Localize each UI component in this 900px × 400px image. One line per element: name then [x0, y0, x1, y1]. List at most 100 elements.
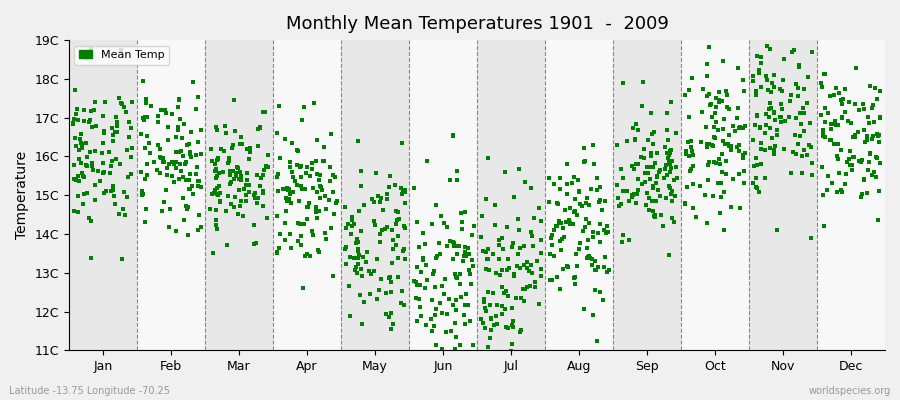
Bar [341, 40, 409, 350]
Point [769, 30, 783, 36]
Point [483, 327, 498, 334]
Point [753, 124, 768, 131]
Point [754, 54, 769, 60]
Point [858, 139, 872, 146]
Point [183, 186, 197, 192]
Point [843, 120, 858, 126]
Point [290, 147, 304, 154]
Point [490, 321, 504, 327]
Point [851, 128, 866, 135]
Point [428, 323, 442, 330]
Point [416, 367, 430, 374]
Point [247, 222, 261, 228]
Point [338, 261, 353, 267]
Point [221, 155, 236, 161]
Point [816, 70, 831, 77]
Point [395, 190, 410, 197]
Point [233, 169, 248, 176]
Point [699, 60, 714, 67]
Point [239, 198, 254, 205]
Point [708, 119, 723, 126]
Point [183, 171, 197, 177]
Point [419, 262, 434, 268]
Point [557, 234, 572, 240]
Point [210, 157, 224, 163]
Point [256, 172, 271, 178]
Point [159, 165, 174, 171]
Point [398, 256, 412, 262]
Point [593, 220, 608, 227]
Point [706, 193, 721, 199]
Point [153, 146, 167, 152]
Point [584, 186, 598, 192]
Point [476, 248, 491, 254]
Point [206, 190, 220, 196]
Point [659, 195, 673, 202]
Point [592, 289, 607, 295]
Point [824, 137, 838, 143]
Point [385, 227, 400, 234]
Point [698, 192, 713, 198]
Point [392, 254, 406, 261]
Point [499, 288, 513, 294]
Point [427, 268, 441, 274]
Point [504, 341, 518, 347]
Point [712, 99, 726, 105]
Point [842, 162, 857, 168]
Point [856, 127, 870, 134]
Point [777, 56, 791, 62]
Point [549, 223, 563, 229]
Point [323, 178, 338, 184]
Point [532, 301, 546, 308]
Point [230, 164, 244, 170]
Point [501, 256, 516, 263]
Point [341, 221, 356, 228]
Point [722, 106, 736, 112]
Point [260, 164, 274, 170]
Point [526, 243, 541, 250]
Point [804, 144, 818, 150]
Point [773, 114, 788, 120]
Legend: Mean Temp: Mean Temp [75, 46, 169, 64]
Point [505, 304, 519, 311]
Point [105, 125, 120, 131]
Point [507, 271, 521, 277]
Bar [817, 40, 885, 350]
Point [366, 218, 381, 224]
Point [553, 186, 567, 192]
Point [283, 231, 297, 238]
Point [579, 216, 593, 222]
Point [718, 140, 733, 147]
Point [520, 284, 535, 290]
Point [313, 184, 328, 190]
Point [717, 116, 732, 122]
Point [418, 285, 432, 291]
Point [135, 188, 149, 194]
Point [614, 201, 628, 207]
Point [700, 144, 715, 150]
Point [706, 142, 721, 149]
Point [610, 182, 625, 188]
Point [232, 187, 247, 193]
Point [373, 231, 387, 238]
Point [724, 204, 738, 210]
Point [165, 159, 179, 166]
Point [338, 204, 352, 210]
Point [610, 142, 625, 148]
Point [349, 270, 364, 276]
Point [280, 186, 294, 192]
Point [240, 176, 255, 183]
Point [805, 172, 819, 178]
Point [151, 113, 166, 119]
Point [453, 342, 467, 348]
Point [562, 217, 576, 223]
Point [710, 127, 724, 133]
Point [568, 274, 582, 281]
Point [253, 124, 267, 130]
Point [80, 55, 94, 61]
Point [194, 184, 208, 190]
Bar [409, 40, 477, 350]
Point [435, 346, 449, 352]
Point [83, 116, 97, 123]
Point [194, 223, 208, 230]
